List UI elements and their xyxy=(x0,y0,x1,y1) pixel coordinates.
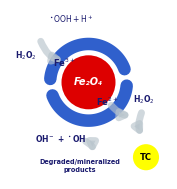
Text: TC: TC xyxy=(140,153,152,162)
Text: Fe$^{3+}$: Fe$^{3+}$ xyxy=(53,57,76,69)
Text: Fe$^{2+}$: Fe$^{2+}$ xyxy=(96,95,119,108)
Text: Degraded/mineralized
products: Degraded/mineralized products xyxy=(39,159,120,173)
Text: H$_2$O$_2$: H$_2$O$_2$ xyxy=(15,50,37,62)
Text: OH$^-$ + $\mathsf{{}^\bullet}$OH: OH$^-$ + $\mathsf{{}^\bullet}$OH xyxy=(35,132,86,144)
Circle shape xyxy=(61,55,116,109)
Text: $\mathsf{{}^\bullet OOH + H^+}$: $\mathsf{{}^\bullet OOH + H^+}$ xyxy=(48,14,94,26)
Text: Fe₂O₄: Fe₂O₄ xyxy=(74,77,103,87)
Circle shape xyxy=(133,144,159,170)
Text: H$_2$O$_2$: H$_2$O$_2$ xyxy=(133,94,155,106)
